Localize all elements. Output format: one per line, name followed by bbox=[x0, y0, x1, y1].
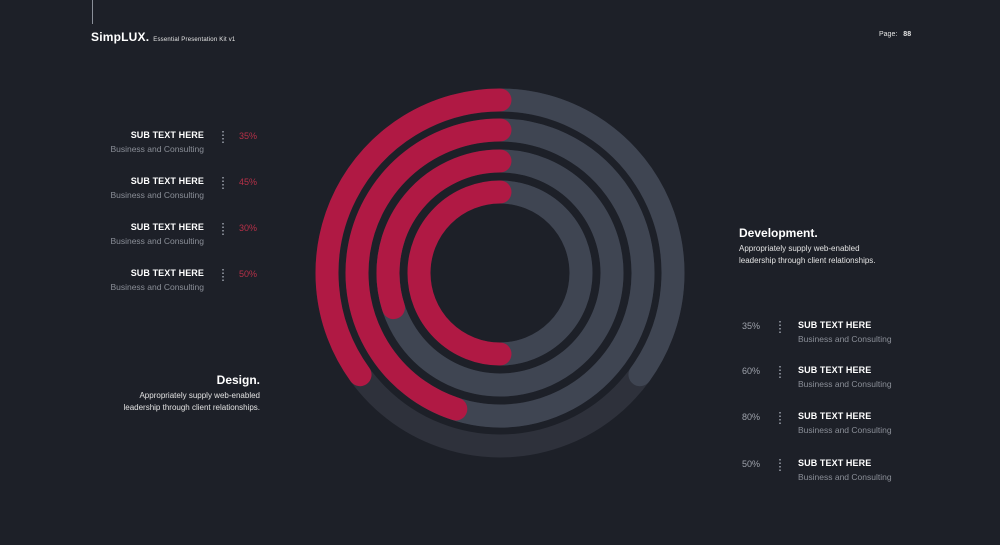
development-item-title: SUB TEXT HERE bbox=[798, 320, 872, 330]
dotted-divider bbox=[779, 459, 781, 471]
brand-title: SimpLUX. Essential Presentation Kit v1 bbox=[91, 30, 235, 44]
development-item-subtitle: Business and Consulting bbox=[798, 472, 892, 482]
dotted-divider bbox=[222, 223, 224, 235]
design-item-text: SUB TEXT HERE Business and Consulting bbox=[0, 268, 204, 292]
development-arc-2 bbox=[404, 118, 655, 428]
development-block: Development. Appropriately supply web-en… bbox=[739, 226, 959, 267]
development-item-text: SUB TEXT HERE Business and Consulting bbox=[798, 458, 892, 482]
development-item-3: 80% SUB TEXT HERE Business and Consultin… bbox=[742, 411, 942, 441]
dotted-divider bbox=[779, 321, 781, 333]
design-item-percent: 35% bbox=[239, 131, 258, 141]
development-item-percent: 50% bbox=[742, 459, 761, 469]
kit-subtitle: Essential Presentation Kit v1 bbox=[153, 37, 236, 43]
design-block: Design. Appropriately supply web-enabled… bbox=[60, 373, 260, 414]
design-title: Design. bbox=[216, 373, 260, 387]
development-desc-line-2: leadership through client relationships. bbox=[739, 256, 876, 265]
dotted-divider bbox=[222, 131, 224, 143]
design-item-subtitle: Business and Consulting bbox=[110, 190, 204, 200]
dotted-divider bbox=[779, 366, 781, 378]
development-item-text: SUB TEXT HERE Business and Consulting bbox=[798, 365, 892, 389]
development-item-4: 50% SUB TEXT HERE Business and Consultin… bbox=[742, 458, 942, 488]
development-item-text: SUB TEXT HERE Business and Consulting bbox=[798, 411, 892, 435]
development-arc-1 bbox=[488, 88, 685, 387]
development-item-2: 60% SUB TEXT HERE Business and Consultin… bbox=[742, 365, 942, 395]
design-item-title: SUB TEXT HERE bbox=[130, 130, 204, 140]
design-item-subtitle: Business and Consulting bbox=[110, 282, 204, 292]
design-item-percent: 30% bbox=[239, 223, 258, 233]
design-arc-2 bbox=[345, 118, 512, 421]
development-item-percent: 60% bbox=[742, 366, 761, 376]
design-item-4: SUB TEXT HERE Business and Consulting 50… bbox=[0, 268, 270, 298]
dotted-divider bbox=[222, 269, 224, 281]
development-item-text: SUB TEXT HERE Business and Consulting bbox=[798, 320, 892, 344]
dotted-divider bbox=[222, 177, 224, 189]
development-item-title: SUB TEXT HERE bbox=[798, 458, 872, 468]
design-item-subtitle: Business and Consulting bbox=[110, 236, 204, 246]
design-arc-3 bbox=[376, 149, 512, 320]
design-desc-line-2: leadership through client relationships. bbox=[123, 403, 260, 412]
development-arc-4 bbox=[488, 180, 593, 366]
design-item-percent: 50% bbox=[239, 269, 258, 279]
design-item-title: SUB TEXT HERE bbox=[130, 268, 204, 278]
dotted-divider bbox=[779, 412, 781, 424]
development-item-subtitle: Business and Consulting bbox=[798, 379, 892, 389]
design-item-text: SUB TEXT HERE Business and Consulting bbox=[0, 176, 204, 200]
development-item-percent: 80% bbox=[742, 412, 761, 422]
development-item-subtitle: Business and Consulting bbox=[798, 334, 892, 344]
design-arc-4 bbox=[407, 180, 512, 366]
development-description: Appropriately supply web-enabled leaders… bbox=[739, 243, 959, 267]
design-desc-line-1: Appropriately supply web-enabled bbox=[139, 391, 260, 400]
development-item-title: SUB TEXT HERE bbox=[798, 411, 872, 421]
design-arc-1 bbox=[315, 88, 512, 387]
design-item-2: SUB TEXT HERE Business and Consulting 45… bbox=[0, 176, 270, 206]
development-item-percent: 35% bbox=[742, 321, 761, 331]
header-divider-line bbox=[92, 0, 93, 24]
brand-name: SimpLUX. bbox=[91, 30, 150, 44]
page-indicator: Page: 88 bbox=[879, 31, 911, 38]
page-label: Page: bbox=[879, 31, 898, 38]
design-description: Appropriately supply web-enabled leaders… bbox=[60, 390, 260, 414]
page-number: 88 bbox=[903, 31, 912, 38]
design-item-text: SUB TEXT HERE Business and Consulting bbox=[0, 130, 204, 154]
design-item-text: SUB TEXT HERE Business and Consulting bbox=[0, 222, 204, 246]
design-item-1: SUB TEXT HERE Business and Consulting 35… bbox=[0, 130, 270, 160]
development-item-title: SUB TEXT HERE bbox=[798, 365, 872, 375]
development-desc-line-1: Appropriately supply web-enabled bbox=[739, 244, 860, 253]
design-item-percent: 45% bbox=[239, 177, 258, 187]
design-item-3: SUB TEXT HERE Business and Consulting 30… bbox=[0, 222, 270, 252]
design-item-title: SUB TEXT HERE bbox=[130, 176, 204, 186]
development-item-1: 35% SUB TEXT HERE Business and Consultin… bbox=[742, 320, 942, 350]
development-title: Development. bbox=[739, 226, 818, 240]
development-item-subtitle: Business and Consulting bbox=[798, 425, 892, 435]
design-item-subtitle: Business and Consulting bbox=[110, 144, 204, 154]
design-item-title: SUB TEXT HERE bbox=[130, 222, 204, 232]
development-arc-3 bbox=[376, 149, 624, 397]
